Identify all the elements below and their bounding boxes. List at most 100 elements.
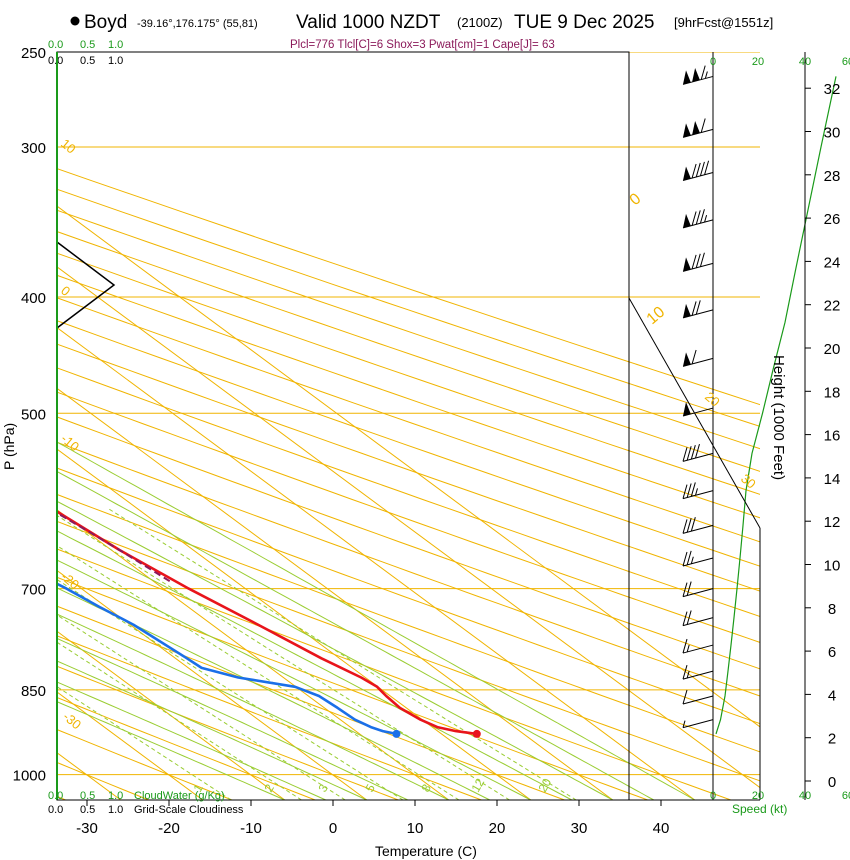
isotherm-line [57, 509, 450, 800]
top-cloud-scales: 0.0 0.5 1.0 0.0 0.5 1.0 [48, 39, 123, 67]
isotherm-label: -10 [58, 431, 82, 455]
pressure-tick-label: 500 [21, 406, 46, 423]
utc-time: (2100Z) [457, 15, 503, 30]
height-tick-label: 30 [824, 125, 841, 142]
station-marker-icon [70, 16, 80, 26]
bottom-cloudiness-tick: 1.0 [108, 804, 123, 816]
dry-adiabat-line [57, 231, 760, 472]
isotherm-line [57, 752, 122, 800]
mixing-ratio-line [57, 545, 460, 800]
isotherm-line [57, 630, 286, 800]
wind-barb [682, 300, 714, 319]
sounding-indices: Plcl=776 Tlcl[C]=6 Shox=3 Pwat[cm]=1 Cap… [290, 39, 555, 51]
dry-adiabat-line [57, 605, 565, 800]
height-tick-label: 2 [828, 731, 836, 748]
wind-barbs [682, 52, 837, 800]
isotherm-line [57, 448, 532, 800]
dry-adiabat-line [57, 576, 648, 800]
moist-adiabat-line [57, 701, 286, 800]
dry-adiabat-line [57, 441, 760, 697]
height-tick-label: 32 [824, 81, 841, 98]
height-tick-label: 4 [828, 687, 836, 704]
height-tick-label: 12 [824, 514, 841, 531]
cloudiness-profile [57, 241, 116, 329]
bottom-cloud-scales: 0.0 0.5 1.0 CloudWater (g/Kg) 0.0 0.5 1.… [48, 790, 244, 816]
top-cloudwater-tick: 0.0 [48, 39, 63, 51]
wind-barb [682, 160, 714, 181]
wind-barb [682, 550, 714, 567]
height-tick-label: 24 [824, 254, 841, 271]
wind-barb [682, 118, 714, 138]
mixing-ratio-line [57, 614, 346, 800]
pressure-tick-label: 850 [21, 683, 46, 700]
dry-adiabat-line [57, 635, 482, 800]
mixing-ratio-line [57, 579, 404, 800]
top-cloudiness-tick: 0.5 [80, 55, 95, 67]
wind-barb [682, 482, 714, 500]
height-tick-label: 14 [824, 471, 841, 488]
isotherm-label: -30 [60, 709, 84, 733]
wind-barb [682, 664, 714, 680]
sounding-curves [57, 241, 481, 738]
height-tick-label: 26 [824, 211, 841, 228]
wind-barb [682, 719, 714, 729]
bottom-cloudwater-tick: 0.5 [80, 790, 95, 802]
top-cloudiness-tick: 1.0 [108, 55, 123, 67]
station-name: Boyd [84, 12, 127, 33]
top-cloudwater-tick: 0.5 [80, 39, 95, 51]
dry-adiabat-line [57, 252, 760, 495]
dry-adiabat-line [57, 665, 399, 800]
pressure-tick-label: 400 [21, 290, 46, 307]
x-tick-label: 10 [407, 820, 424, 837]
dry-adiabat-line [57, 696, 316, 800]
height-axis-label: Height (1000 Feet) [770, 355, 787, 480]
valid-time: Valid 1000 NZDT [296, 12, 441, 33]
wind-barb [682, 581, 714, 598]
isotherm-line [57, 387, 614, 800]
moist-adiabat-line [57, 681, 327, 800]
x-tick-label: 0 [329, 820, 337, 837]
wind-speed-profile [715, 76, 837, 735]
station-location: -39.16°,176.175° (55,81) [137, 18, 258, 30]
dry-adiabat-line [57, 548, 731, 800]
wind-speed-tick-label: 60 [842, 790, 850, 802]
x-tick-label: 40 [653, 820, 670, 837]
dry-adiabat-line [57, 168, 760, 406]
dry-adiabat-line [57, 520, 760, 782]
forecast-run: [9hrFcst@1551z] [674, 15, 773, 30]
mixing-ratio-label: 3 [315, 781, 331, 794]
dry-adiabat-line [57, 188, 760, 427]
wind-barb [682, 638, 714, 654]
wind-speed-tick-label: 40 [799, 790, 811, 802]
wind-barb [682, 252, 714, 272]
x-tick-label: 20 [489, 820, 506, 837]
moist-adiabat-line [57, 587, 491, 800]
thermo-grid [57, 52, 760, 800]
mixing-ratio-label: 12 [468, 776, 487, 795]
parcel-line [57, 511, 171, 583]
wind-speed-axis-label: Speed (kt) [732, 802, 787, 816]
wind-speed-tick-label: 0 [710, 790, 716, 802]
height-tick-label: 6 [828, 644, 836, 661]
surface-temperature-marker [472, 729, 481, 738]
mixing-ratio-line [57, 686, 232, 800]
isotherm-line [57, 326, 696, 800]
wind-barb [682, 349, 714, 367]
temperature-line [57, 510, 477, 736]
moist-adiabat-line [57, 530, 573, 800]
height-tick-label: 20 [824, 341, 841, 358]
height-tick-label: 16 [824, 428, 841, 445]
wind-barb [682, 402, 714, 417]
x-tick-label: -10 [240, 820, 262, 837]
dry-adiabat-line [57, 493, 760, 753]
isotherm-line [57, 266, 760, 789]
forecast-date: TUE 9 Dec 2025 [514, 12, 654, 33]
dry-adiabat-line [57, 343, 760, 592]
dry-adiabat-line [57, 467, 760, 725]
wind-barb [682, 517, 714, 534]
x-tick-label: -20 [158, 820, 180, 837]
dewpoint-line [57, 582, 397, 736]
chart-header: Boyd -39.16°,176.175° (55,81) Valid 1000… [70, 12, 773, 51]
